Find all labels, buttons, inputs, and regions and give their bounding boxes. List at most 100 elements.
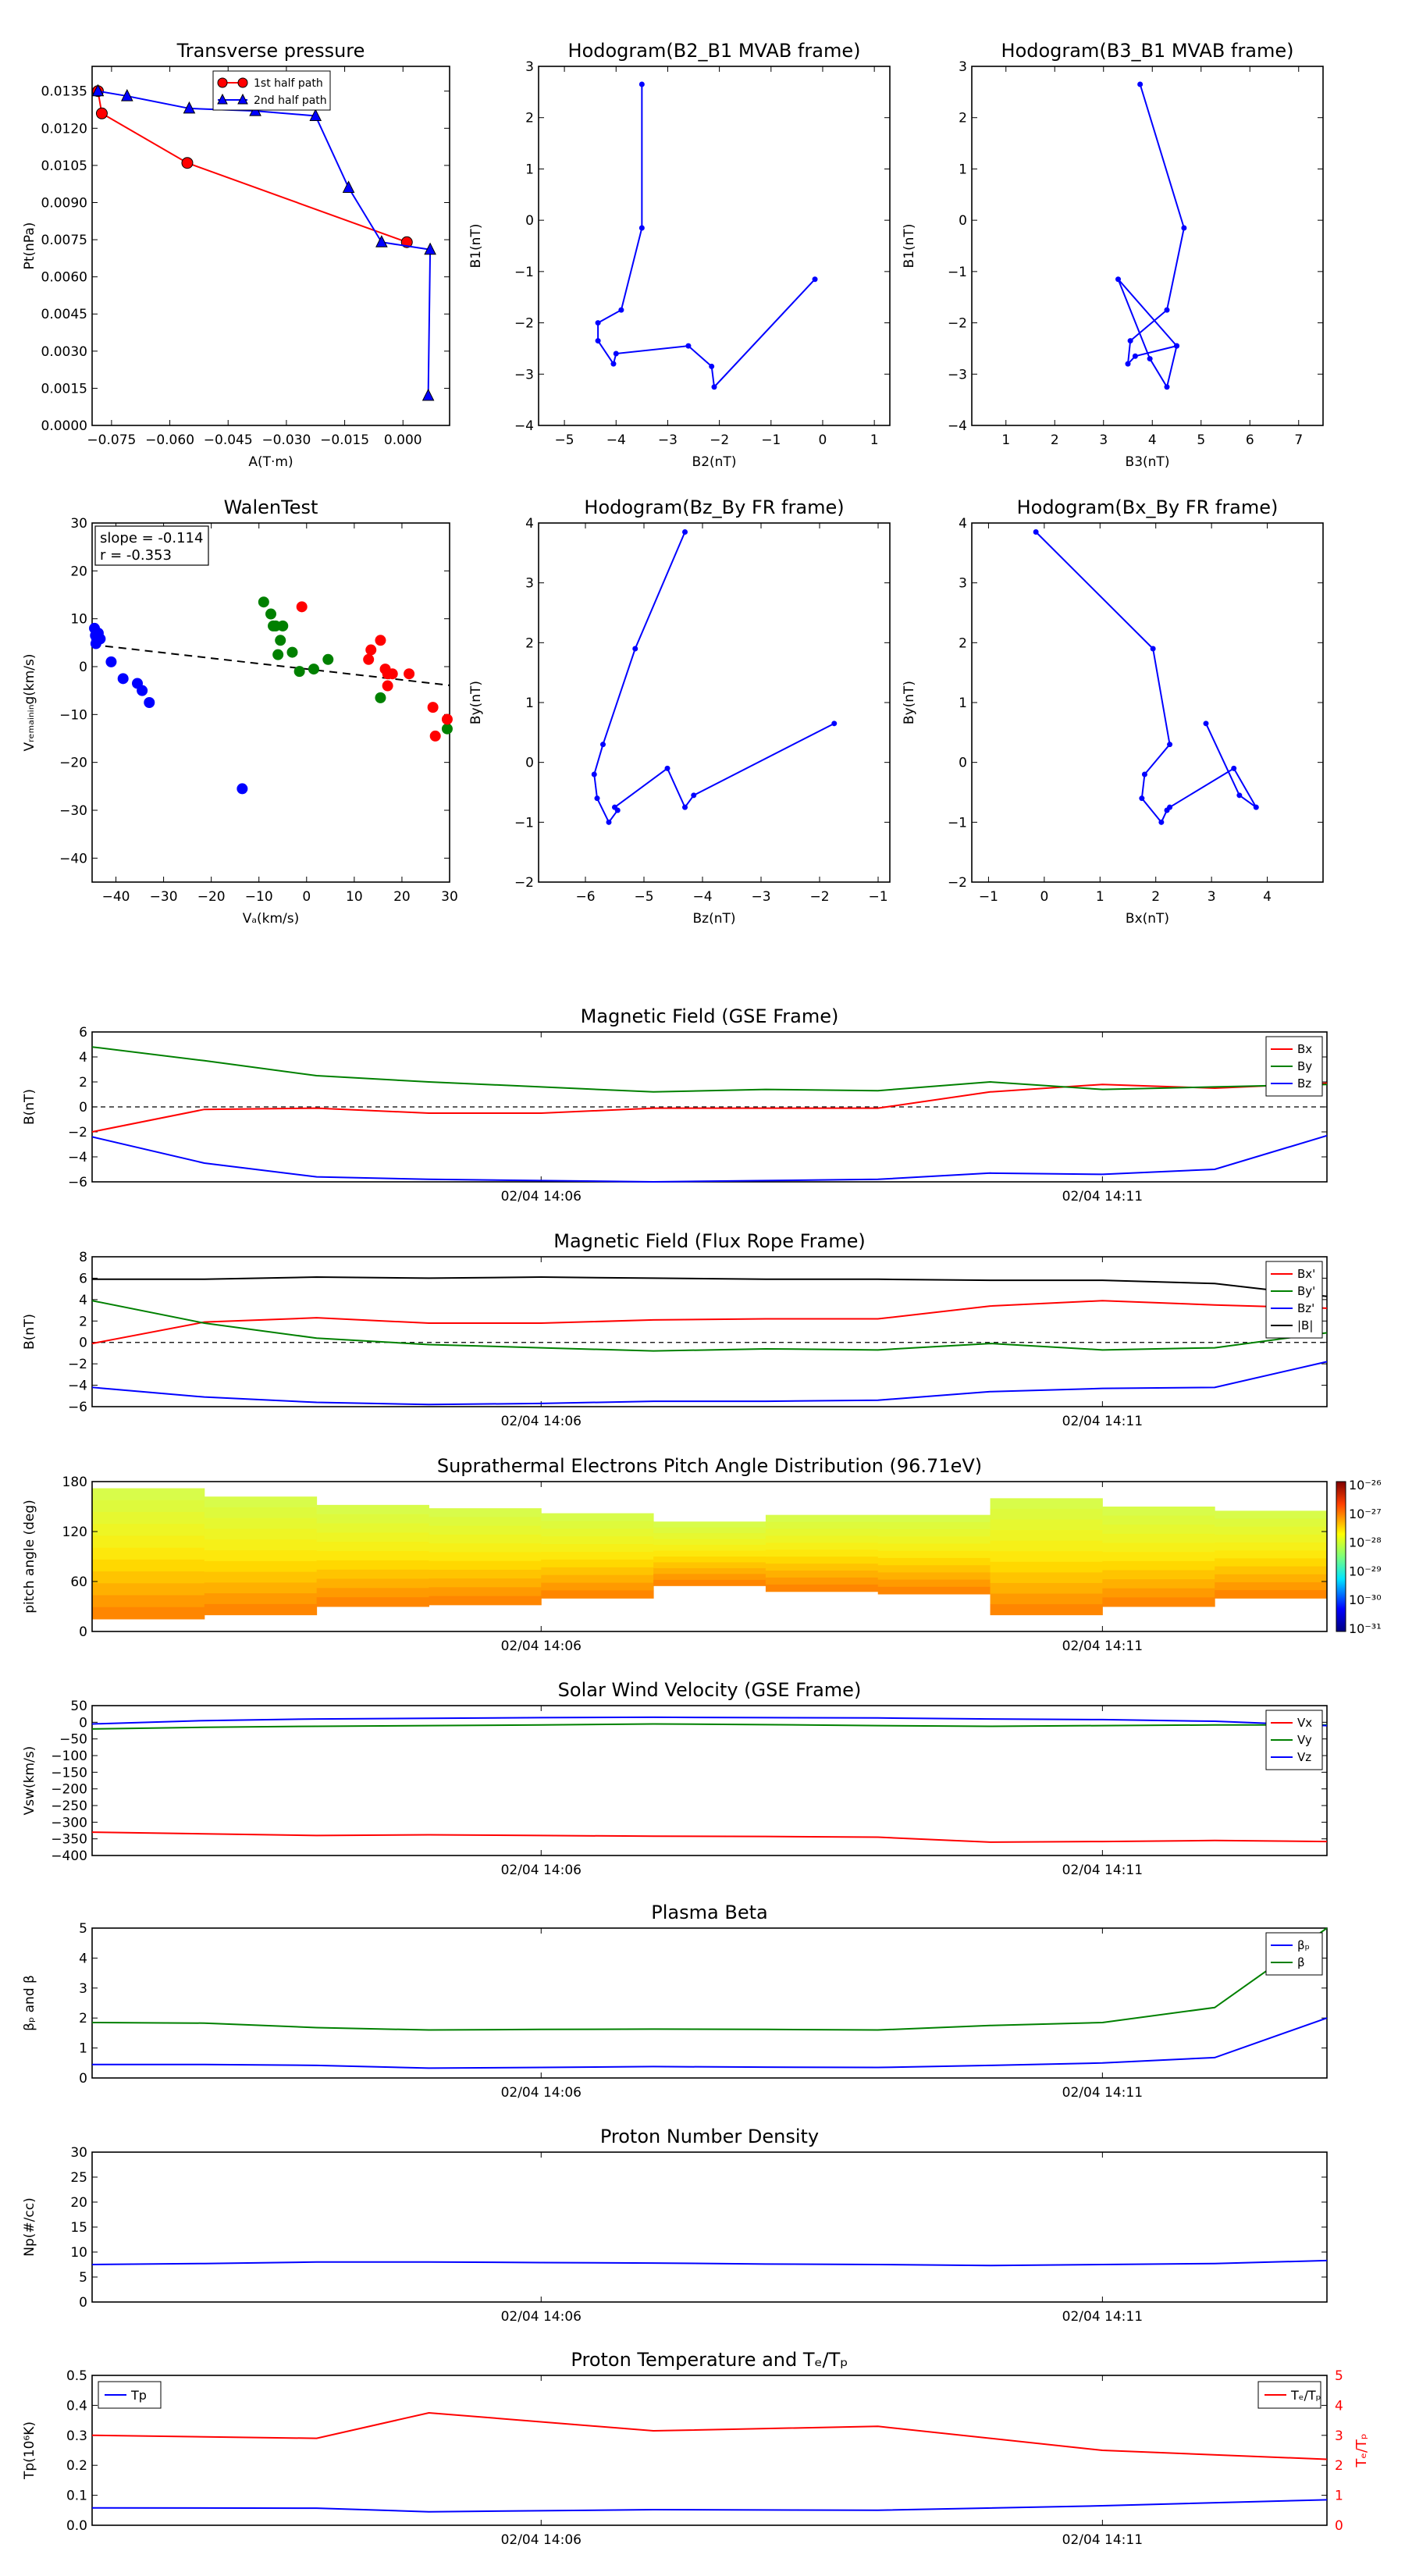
x-tick-label: 3 [1099, 432, 1108, 448]
heatmap-cell [1102, 1597, 1215, 1607]
x-tick-label: 2 [1151, 889, 1160, 905]
legend-label: Vy [1297, 1733, 1312, 1747]
heatmap-cell [204, 1496, 318, 1508]
heatmap-cell [653, 1574, 767, 1581]
data-point [1033, 529, 1039, 535]
data-point [600, 742, 606, 748]
x-tick-label: 02/04 14:11 [1062, 1414, 1143, 1429]
data-point [682, 804, 688, 810]
y-tick-label: 0.2 [66, 2458, 87, 2474]
right-y-tick-label: 1 [1335, 2489, 1343, 2504]
colorbar-tick-label: 10⁻²⁸ [1349, 1535, 1382, 1550]
data-point [1164, 384, 1170, 390]
heatmap-cell [204, 1517, 318, 1530]
legend-label: Vz [1297, 1750, 1311, 1764]
chart-tp: Proton Temperature and Tₑ/Tₚ Tp(10⁶K) 0.0 0… [22, 2349, 1370, 2548]
heatmap-cell [990, 1551, 1103, 1563]
heatmap-cell [1102, 1542, 1215, 1553]
x-tick-label: 02/04 14:06 [501, 1638, 582, 1654]
x-tick-label: 4 [1148, 432, 1157, 448]
data-point [386, 668, 398, 680]
series-line-data [597, 84, 816, 389]
x-tick-label: 6 [1246, 432, 1254, 448]
heatmap-cell [541, 1582, 654, 1591]
heatmap-cell [541, 1551, 654, 1560]
heatmap-cell [204, 1593, 318, 1605]
series-line-vz [91, 1716, 1328, 1727]
y-tick-label: 0 [525, 213, 534, 229]
y-tick-label: 0.0090 [41, 195, 87, 211]
chart-title: Suprathermal Electrons Pitch Angle Distr… [437, 1455, 982, 1477]
data-point [137, 685, 148, 696]
y-tick-label: −20 [59, 756, 87, 771]
x-tick-label: 20 [393, 889, 411, 905]
heatmap-cell [429, 1596, 542, 1606]
y-tick-label: 20 [70, 2195, 87, 2211]
chart-title: Transverse pressure [176, 40, 365, 62]
legend-marker [217, 93, 228, 105]
series-line-tt [91, 2411, 1328, 2460]
data-point [691, 792, 697, 799]
y-tick-label: 3 [525, 59, 534, 75]
data-point [1137, 81, 1144, 87]
y-tick-label: 1 [525, 696, 534, 711]
y-tick-label: −2 [514, 316, 534, 332]
y-tick-label: 0.4 [66, 2398, 87, 2414]
data-point [1150, 646, 1156, 652]
data-point [296, 601, 308, 613]
y-tick-label: 3 [959, 59, 967, 75]
x-tick-label: 10 [346, 889, 363, 905]
legend-label: 2nd half path [254, 94, 327, 107]
legend-label: Tp [130, 2388, 147, 2403]
legend-label: Bz [1297, 1076, 1311, 1091]
x-axis-label: Bx(nT) [1126, 911, 1169, 927]
heatmap-cell [541, 1521, 654, 1529]
heatmap-cell [541, 1513, 654, 1521]
heatmap-cell [429, 1587, 542, 1597]
data-point [237, 783, 248, 795]
heatmap-cell [1215, 1510, 1328, 1520]
data-point [610, 361, 617, 367]
data-point [375, 235, 388, 247]
y-tick-label: 6 [79, 1025, 87, 1041]
y-tick-label: 0.0135 [41, 84, 87, 100]
data-point [606, 819, 612, 825]
chart-beta: Plasma Beta βₚ and β 0 1 2 3 4 5 02/04 14:06 02/0… [22, 1902, 1328, 2101]
x-tick-label: 0 [302, 889, 311, 905]
x-tick-label: −2 [809, 889, 829, 905]
heatmap-cell [429, 1552, 542, 1562]
heatmap-cell [92, 1547, 205, 1560]
y-tick-label: −6 [68, 1175, 87, 1190]
heatmap-cell [877, 1557, 991, 1566]
x-tick-label: 1 [870, 432, 879, 448]
y-tick-label: −150 [51, 1765, 87, 1781]
y-tick-label: −400 [51, 1848, 87, 1864]
chart-title: Hodogram(B3_B1 MVAB frame) [1001, 40, 1294, 62]
legend-label: βₚ [1297, 1938, 1310, 1952]
y-axis-label: B1(nT) [902, 224, 917, 269]
x-tick-label: −1 [979, 889, 998, 905]
data-point [309, 109, 322, 121]
y-tick-label: 0 [79, 660, 87, 675]
heatmap-cell [92, 1571, 205, 1584]
x-tick-label: 02/04 14:11 [1062, 1189, 1143, 1204]
y-tick-label: 0 [525, 756, 534, 771]
right-y-tick-label: 0 [1335, 2518, 1343, 2534]
data-point [427, 702, 439, 713]
x-tick-label: 02/04 14:11 [1062, 2309, 1143, 2325]
series-line-by [91, 1300, 1328, 1352]
fit-line [91, 643, 450, 686]
heatmap-cell [429, 1534, 542, 1544]
heatmap-cell [204, 1528, 318, 1540]
annotation-text: r = -0.353 [100, 547, 172, 564]
x-tick-label: 02/04 14:11 [1062, 2085, 1143, 2101]
x-tick-label: 0 [1040, 889, 1048, 905]
y-axis-label: B1(nT) [468, 224, 484, 269]
x-tick-label: −5 [555, 432, 574, 448]
chart-pad: Suprathermal Electrons Pitch Angle Distr… [22, 1455, 1382, 1654]
heatmap-cell [990, 1519, 1103, 1531]
x-tick-label: 1 [1096, 889, 1104, 905]
y-tick-label: 0 [79, 2071, 87, 2087]
data-point [1253, 804, 1259, 810]
